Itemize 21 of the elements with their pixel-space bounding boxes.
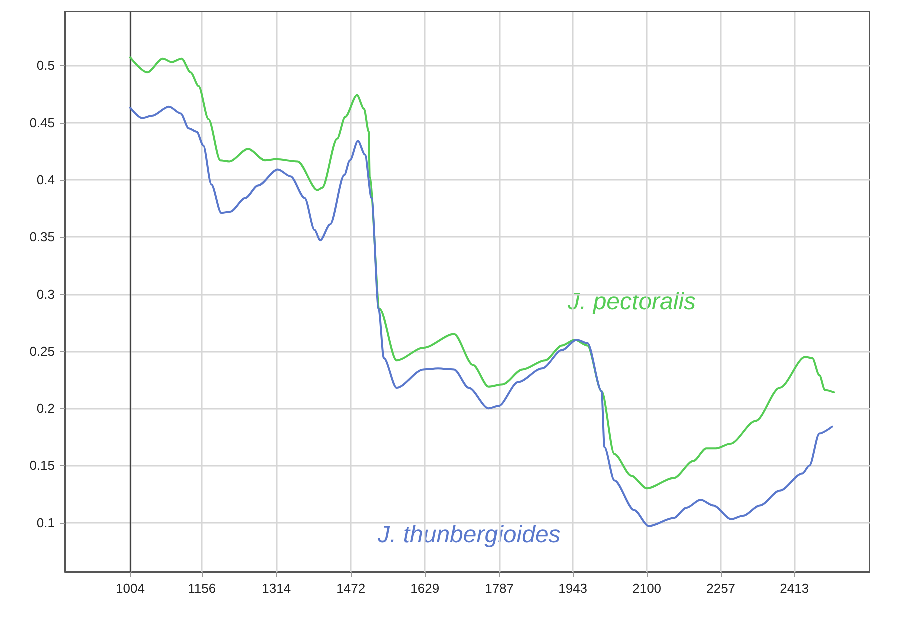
- x-tick-label: 2413: [780, 581, 810, 596]
- x-tick-label: 1004: [116, 581, 145, 596]
- x-tick-label: 1472: [336, 581, 366, 596]
- y-tick-label: 0.4: [36, 172, 55, 188]
- y-tick-label: 0.35: [30, 230, 55, 245]
- x-tick-label: 2100: [632, 581, 662, 596]
- y-tick-label: 0.5: [36, 58, 55, 74]
- text: J. thunbergioides: [377, 522, 561, 548]
- y-tick-label: 0.3: [36, 286, 55, 302]
- x-tick-label: 1787: [485, 581, 514, 596]
- x-tick-label: 1156: [188, 581, 216, 596]
- line-series: [130, 56, 836, 490]
- x-tick-label: 1314: [262, 581, 292, 596]
- y-tick-label: 0.15: [30, 458, 55, 474]
- y-tick-label: 0.45: [30, 115, 55, 130]
- y-tick-label: 0.2: [36, 401, 55, 416]
- x-tick-label: 1629: [410, 581, 440, 596]
- y-tick-label: 0.1: [36, 515, 55, 530]
- x-tick-label: 2257: [706, 581, 736, 596]
- y-tick-label: 0.25: [30, 344, 55, 359]
- x-tick-label: 1943: [558, 581, 588, 596]
